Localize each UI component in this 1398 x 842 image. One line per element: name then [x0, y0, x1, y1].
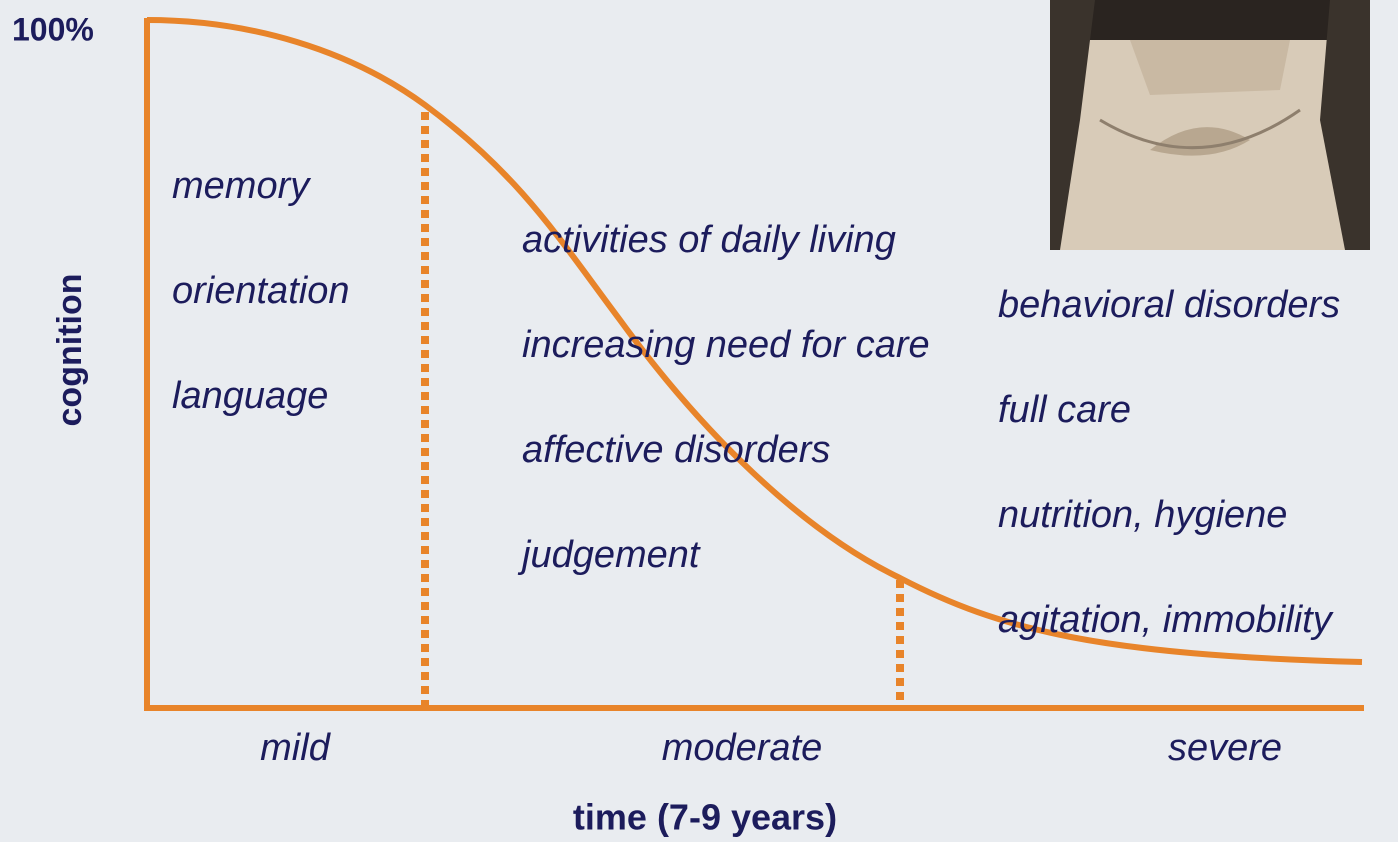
stage-item: orientation — [172, 270, 349, 312]
stage-item: behavioral disorders — [998, 284, 1340, 326]
photo — [1050, 0, 1370, 250]
stage-item: full care — [998, 389, 1131, 431]
stage-label: moderate — [662, 727, 823, 769]
stage-item: judgement — [517, 534, 701, 576]
stage-item: activities of daily living — [522, 219, 896, 261]
stage-label: severe — [1168, 727, 1282, 769]
stage-texts: mild memory orientation language moderate act… — [172, 165, 1340, 769]
stage-item: affective disorders — [522, 429, 830, 471]
x-axis-title: time (7-9 years) — [573, 797, 837, 838]
stage-item: language — [172, 375, 328, 417]
y-axis-title: cognition — [51, 274, 89, 427]
stage-item: memory — [172, 165, 311, 207]
stage-item: nutrition, hygiene — [998, 494, 1287, 536]
stage-item: agitation, immobility — [998, 599, 1334, 641]
axes — [144, 18, 1364, 711]
stage-item: increasing need for care — [522, 324, 930, 366]
decline-curve — [146, 17, 1363, 665]
stage-dividers — [421, 112, 904, 708]
stage-label: mild — [260, 727, 332, 769]
y-top-label: 100% — [12, 11, 94, 47]
